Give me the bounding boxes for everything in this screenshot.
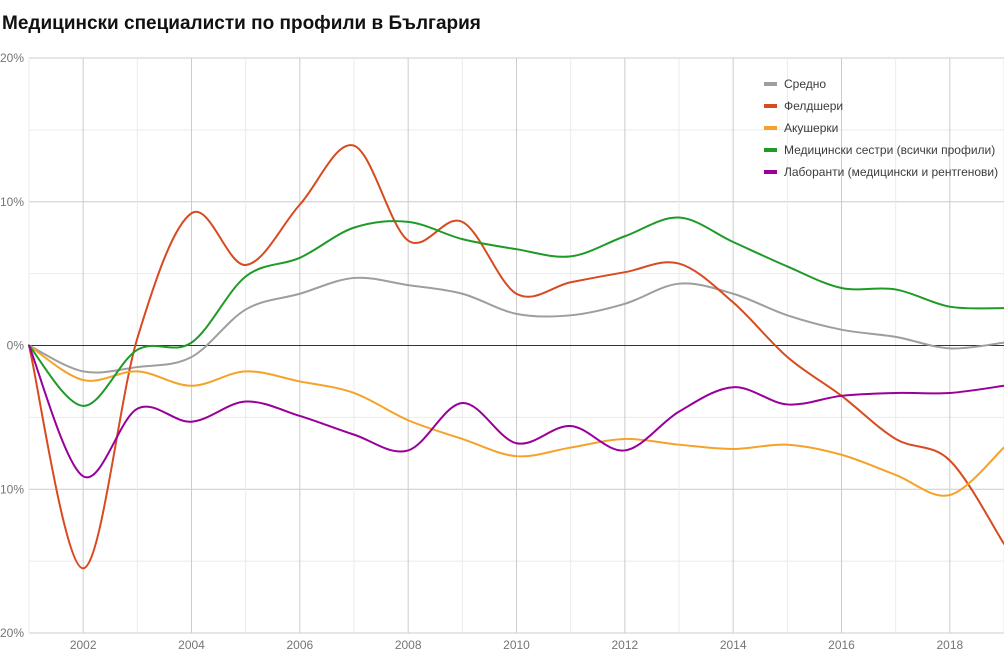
legend-item[interactable]: Акушерки xyxy=(764,121,838,135)
legend-item[interactable]: Лаборанти (медицински и рентгенови) xyxy=(764,165,998,179)
legend-item[interactable]: Фелдшери xyxy=(764,99,843,113)
x-axis-tick-labels: 2002 2004 2006 2008 2010 2012 2014 2016 2018 xyxy=(70,638,964,652)
x-tick-label: 2004 xyxy=(178,638,205,652)
y-tick-label: 20% xyxy=(0,51,24,65)
legend-item[interactable]: Средно xyxy=(764,77,826,91)
x-tick-label: 2016 xyxy=(828,638,855,652)
y-tick-label: -20% xyxy=(0,626,24,640)
y-tick-label: 0% xyxy=(7,339,25,353)
legend: Средно Фелдшери Акушерки Медицински сестри … xyxy=(764,77,998,179)
legend-label: Средно xyxy=(784,77,826,91)
series-line-2 xyxy=(28,144,1004,570)
y-tick-label: -10% xyxy=(0,482,24,496)
series-line-1 xyxy=(28,276,1004,374)
legend-item[interactable]: Медицински сестри (всички профили) xyxy=(764,143,995,157)
chart-title: Медицински специалисти по профили в Бълг… xyxy=(2,13,481,34)
y-tick-label: 10% xyxy=(0,195,24,209)
series-line-3 xyxy=(28,344,1004,497)
x-tick-label: 2012 xyxy=(611,638,638,652)
legend-label: Медицински сестри (всички профили) xyxy=(784,143,995,157)
legend-label: Фелдшери xyxy=(784,99,843,113)
x-tick-label: 2014 xyxy=(720,638,747,652)
legend-label: Акушерки xyxy=(784,121,838,135)
x-tick-label: 2008 xyxy=(395,638,422,652)
x-tick-label: 2010 xyxy=(503,638,530,652)
y-axis-tick-labels: -20% -10% 0% 10% 20% xyxy=(0,51,24,640)
legend-label: Лаборанти (медицински и рентгенови) xyxy=(784,165,998,179)
x-tick-label: 2006 xyxy=(286,638,313,652)
series-line-5 xyxy=(28,344,1004,479)
series-line-4 xyxy=(28,216,1004,407)
x-tick-label: 2018 xyxy=(936,638,963,652)
x-tick-label: 2002 xyxy=(70,638,97,652)
series-lines xyxy=(28,144,1004,570)
